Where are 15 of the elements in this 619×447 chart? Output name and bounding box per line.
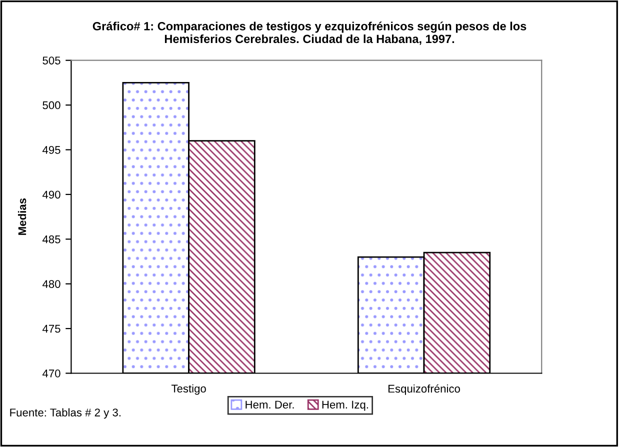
y-tick-label: 495: [42, 146, 60, 154]
y-axis-title: Medias: [18, 198, 26, 235]
chart-title: Gráfico# 1: Comparaciones de testigos y ezquizofrénicos según pesos de los Hemisferios Cerebrales. Ciudad de la Habana, 1997.: [92, 22, 526, 45]
source-note: Fuente: Tablas # 2 y 3.: [10, 408, 120, 419]
y-tick-label: 470: [42, 370, 60, 378]
y-tick-label: 505: [42, 56, 60, 64]
x-tick-label: Testigo: [171, 384, 206, 395]
legend-label: Hem. Izq.: [322, 400, 368, 411]
y-tick-label: 485: [42, 235, 60, 244]
x-tick-label: Esquizofrénico: [388, 384, 460, 395]
y-tick-label: 500: [42, 101, 60, 110]
y-tick-label: 490: [42, 190, 60, 199]
y-tick-label: 475: [42, 324, 60, 333]
y-tick-label: 480: [42, 280, 60, 288]
legend-label: Hem. Der.: [246, 400, 294, 409]
